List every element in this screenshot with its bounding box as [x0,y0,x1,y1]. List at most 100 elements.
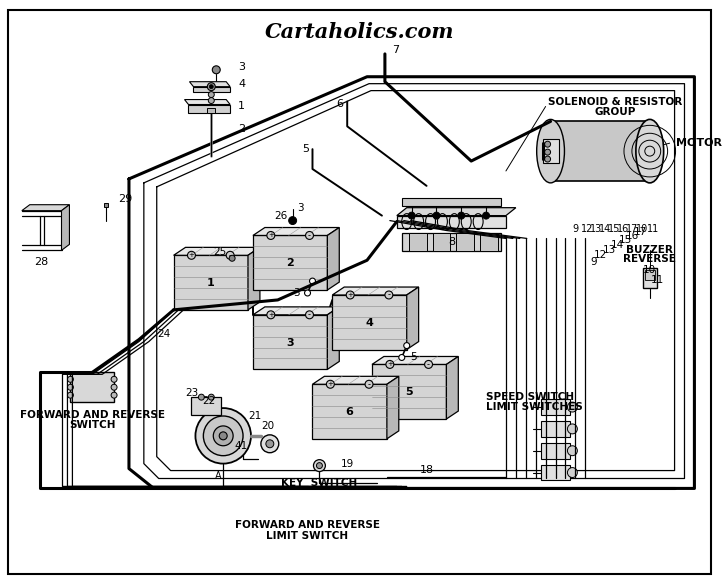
Polygon shape [189,82,230,86]
Circle shape [67,376,73,383]
Text: 7: 7 [392,45,399,55]
Bar [397,215,506,228]
Text: SWITCH: SWITCH [69,420,115,430]
Ellipse shape [539,121,563,181]
Polygon shape [185,99,230,105]
Text: 12: 12 [581,224,594,234]
Polygon shape [248,248,260,310]
Text: -: - [427,360,430,369]
Circle shape [568,402,577,412]
Text: 3: 3 [297,203,304,213]
Text: GROUP: GROUP [594,107,636,117]
Text: 6: 6 [336,99,343,109]
Circle shape [544,156,550,162]
Text: +: + [268,232,274,238]
Polygon shape [312,384,387,439]
Text: 28: 28 [35,257,49,267]
Circle shape [304,290,310,296]
Polygon shape [397,208,516,215]
Circle shape [226,251,234,259]
Text: 17: 17 [626,224,638,234]
Circle shape [568,446,577,456]
Circle shape [385,291,393,299]
Circle shape [188,251,196,259]
Text: FORWARD AND REVERSE: FORWARD AND REVERSE [20,410,165,420]
Bar [409,234,426,251]
Text: 20: 20 [261,421,274,431]
Polygon shape [407,287,418,350]
Polygon shape [332,295,407,350]
Bar [402,198,501,206]
Text: 5: 5 [405,387,413,397]
Bar [541,421,571,437]
Circle shape [425,360,433,369]
Text: 5: 5 [302,144,309,154]
Polygon shape [253,228,339,235]
Text: 10: 10 [636,224,648,234]
Circle shape [267,231,275,239]
Text: +: + [387,361,393,367]
Text: 16: 16 [617,224,629,234]
Text: 18: 18 [420,464,434,475]
Circle shape [208,394,215,400]
Polygon shape [372,364,447,419]
Circle shape [111,376,117,383]
Bar [542,139,558,163]
Circle shape [213,426,233,446]
Polygon shape [253,235,328,290]
Bar [541,399,571,415]
Circle shape [261,435,278,453]
Text: 15: 15 [618,235,631,245]
Text: SOLENOID & RESISTOR: SOLENOID & RESISTOR [548,96,682,106]
Bar [645,270,655,280]
Circle shape [210,85,213,89]
Bar [480,234,498,251]
Text: 1: 1 [207,278,214,288]
Polygon shape [173,248,260,255]
Circle shape [457,212,465,219]
Bar [541,465,571,481]
Circle shape [207,83,215,91]
Bar [433,234,450,251]
Bar [541,443,571,458]
Text: 15: 15 [608,224,621,234]
Text: 14: 14 [599,224,611,234]
Text: 4: 4 [365,318,373,328]
Ellipse shape [536,119,565,183]
Text: 24: 24 [157,329,170,339]
Text: 11: 11 [651,275,664,285]
Circle shape [219,432,227,440]
Text: 41: 41 [234,441,248,451]
Polygon shape [253,315,328,369]
Polygon shape [62,205,70,251]
Circle shape [266,440,274,448]
Circle shape [347,291,354,299]
Circle shape [544,149,550,155]
Text: 12: 12 [594,251,607,260]
Text: FORWARD AND REVERSE: FORWARD AND REVERSE [235,520,380,530]
Text: BUZZER: BUZZER [626,245,674,255]
Circle shape [544,141,550,147]
Bar [456,234,474,251]
Text: +: + [347,292,353,298]
Circle shape [111,384,117,390]
Text: REVERSE: REVERSE [624,254,676,265]
Circle shape [404,343,410,349]
Text: 3: 3 [286,338,294,347]
Circle shape [568,424,577,434]
Text: 25: 25 [214,247,227,258]
Text: 3: 3 [293,288,299,298]
Text: -: - [387,290,390,300]
Text: 29: 29 [118,194,132,204]
Polygon shape [372,356,458,364]
Text: 11: 11 [647,224,659,234]
Polygon shape [253,307,339,315]
Text: 2: 2 [286,258,294,268]
Text: 17: 17 [634,228,647,238]
Text: 16: 16 [626,231,639,241]
Text: 19: 19 [341,458,355,468]
Circle shape [67,384,73,390]
Circle shape [204,416,243,456]
Circle shape [568,468,577,478]
Circle shape [67,392,73,398]
